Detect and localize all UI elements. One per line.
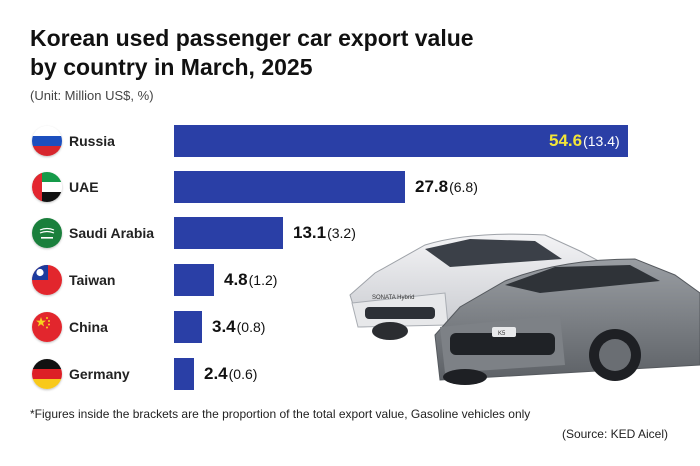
bar-uae (174, 171, 405, 203)
bar-share: (1.2) (248, 272, 278, 288)
saudi-arabia-flag-icon (32, 218, 62, 248)
chart-row-china: China 3.4(0.8) (0, 307, 700, 347)
category-label: Taiwan (69, 272, 116, 288)
chart-row-germany: Germany 2.4(0.6) (0, 354, 700, 394)
category-label: Saudi Arabia (69, 225, 155, 241)
chart-row-saudi-arabia: Saudi Arabia 13.1(3.2) (0, 213, 700, 253)
bar-germany (174, 358, 194, 390)
white-sedan: SONATA Hybrid (349, 233, 613, 340)
china-flag-icon (32, 312, 62, 342)
germany-flag-icon (32, 359, 62, 389)
bar-china (174, 311, 202, 343)
value-label-taiwan: 4.8(1.2) (224, 270, 277, 290)
source-label: (Source: KED Aicel) (561, 427, 668, 441)
value-label-china: 3.4(0.8) (212, 317, 265, 337)
bar-share: (6.8) (449, 179, 478, 195)
value-label-saudi-arabia: 13.1(3.2) (293, 223, 356, 243)
bar-value: 54.6 (549, 131, 583, 150)
bar-value: 13.1 (293, 223, 327, 242)
bar-value: 3.4 (212, 317, 236, 336)
chart-title: Korean used passenger car export value b… (30, 24, 490, 82)
bar-share: (3.2) (327, 225, 356, 241)
chart-row-uae: UAE 27.8(6.8) (0, 167, 700, 207)
category-label: UAE (69, 179, 99, 195)
sonata-plate: SONATA Hybrid (372, 295, 414, 301)
unit-label: (Unit: Million US$, %) (30, 88, 154, 103)
taiwan-flag-icon (32, 265, 62, 295)
bar-share: (0.8) (236, 319, 266, 335)
uae-flag-icon (32, 172, 62, 202)
bar-saudi-arabia (174, 217, 283, 249)
russia-flag-icon (32, 126, 62, 156)
chart-title-line-2: by country in March, 2025 (30, 54, 313, 80)
chart-row-russia: Russia 54.6(13.4) (0, 121, 700, 161)
value-label-russia: 54.6(13.4) (549, 131, 620, 151)
chart-row-taiwan: Taiwan 4.8(1.2) (0, 260, 700, 300)
bar-value: 4.8 (224, 270, 248, 289)
bar-value: 2.4 (204, 364, 228, 383)
k5-plate: K5 (498, 331, 506, 337)
bar-russia (174, 125, 628, 157)
cars-illustration: SONATA Hybrid K5 (349, 233, 700, 385)
category-label: China (69, 319, 108, 335)
chart-title-line-1: Korean used passenger car export value (30, 25, 474, 51)
bar-taiwan (174, 264, 214, 296)
bar-share: (0.6) (228, 366, 258, 382)
value-label-uae: 27.8(6.8) (415, 177, 478, 197)
category-label: Russia (69, 133, 115, 149)
footnote: *Figures inside the brackets are the pro… (30, 407, 531, 421)
bar-share: (13.4) (583, 133, 620, 149)
bar-value: 27.8 (415, 177, 449, 196)
grey-sedan: K5 (434, 258, 700, 385)
value-label-germany: 2.4(0.6) (204, 364, 257, 384)
category-label: Germany (69, 366, 130, 382)
